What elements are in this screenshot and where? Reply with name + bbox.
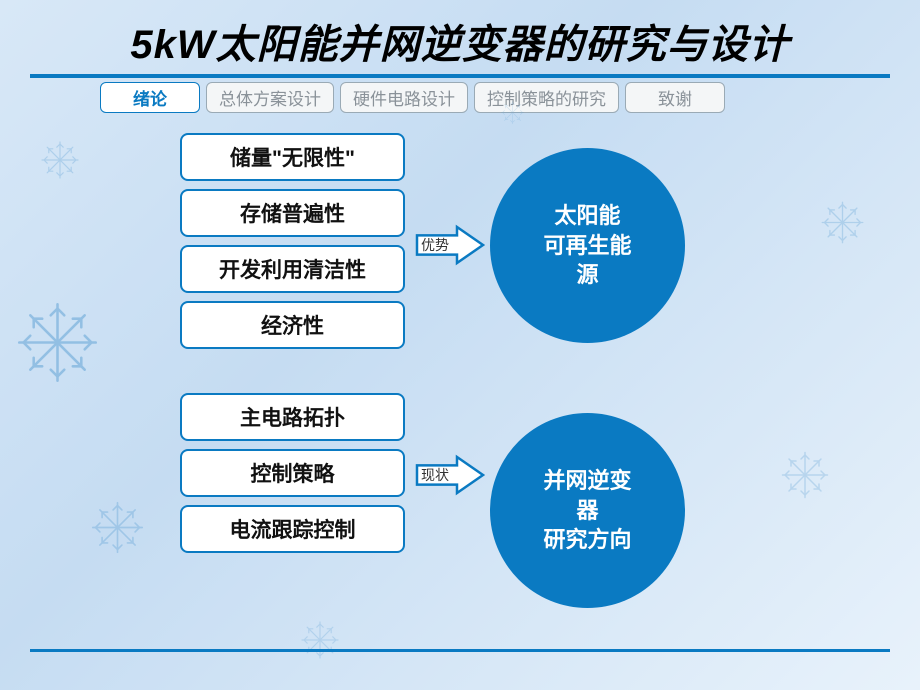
feature-box: 电流跟踪控制 [180,505,405,553]
page-title: 5kW太阳能并网逆变器的研究与设计 [0,0,920,70]
arrow-label-1: 优势 [421,235,449,255]
circle-text-line: 太阳能 [554,201,620,231]
circle-1: 太阳能可再生能源 [490,148,685,343]
feature-box: 开发利用清洁性 [180,245,405,293]
feature-box: 主电路拓扑 [180,393,405,441]
feature-box: 经济性 [180,301,405,349]
circle-text-line: 研究方向 [543,525,631,555]
feature-box: 存储普遍性 [180,189,405,237]
tab-2[interactable]: 硬件电路设计 [340,82,468,113]
tab-4[interactable]: 致谢 [625,82,725,113]
box-group-1: 储量"无限性" 存储普遍性开发利用清洁性经济性 [180,133,405,357]
circle-text-line: 并网逆变 [543,466,631,496]
tab-1[interactable]: 总体方案设计 [206,82,334,113]
box-group-2: 主电路拓扑控制策略电流跟踪控制 [180,393,405,561]
title-underline [30,74,890,78]
tab-bar: 绪论总体方案设计硬件电路设计控制策略的研究致谢 [100,82,920,113]
circle-2: 并网逆变器研究方向 [490,413,685,608]
content-area: 储量"无限性" 存储普遍性开发利用清洁性经济性 优势 太阳能可再生能源 主电路拓扑… [0,133,920,653]
arrow-label-2: 现状 [421,465,449,485]
feature-box: 储量"无限性" [180,133,405,181]
bottom-divider [30,649,890,652]
tab-0[interactable]: 绪论 [100,82,200,113]
feature-box: 控制策略 [180,449,405,497]
circle-text-line: 源 [576,260,598,290]
arrow-2: 现状 [415,453,485,497]
circle-text-line: 可再生能 [543,231,631,261]
tab-3[interactable]: 控制策略的研究 [474,82,619,113]
circle-text-line: 器 [576,496,598,526]
arrow-1: 优势 [415,223,485,267]
